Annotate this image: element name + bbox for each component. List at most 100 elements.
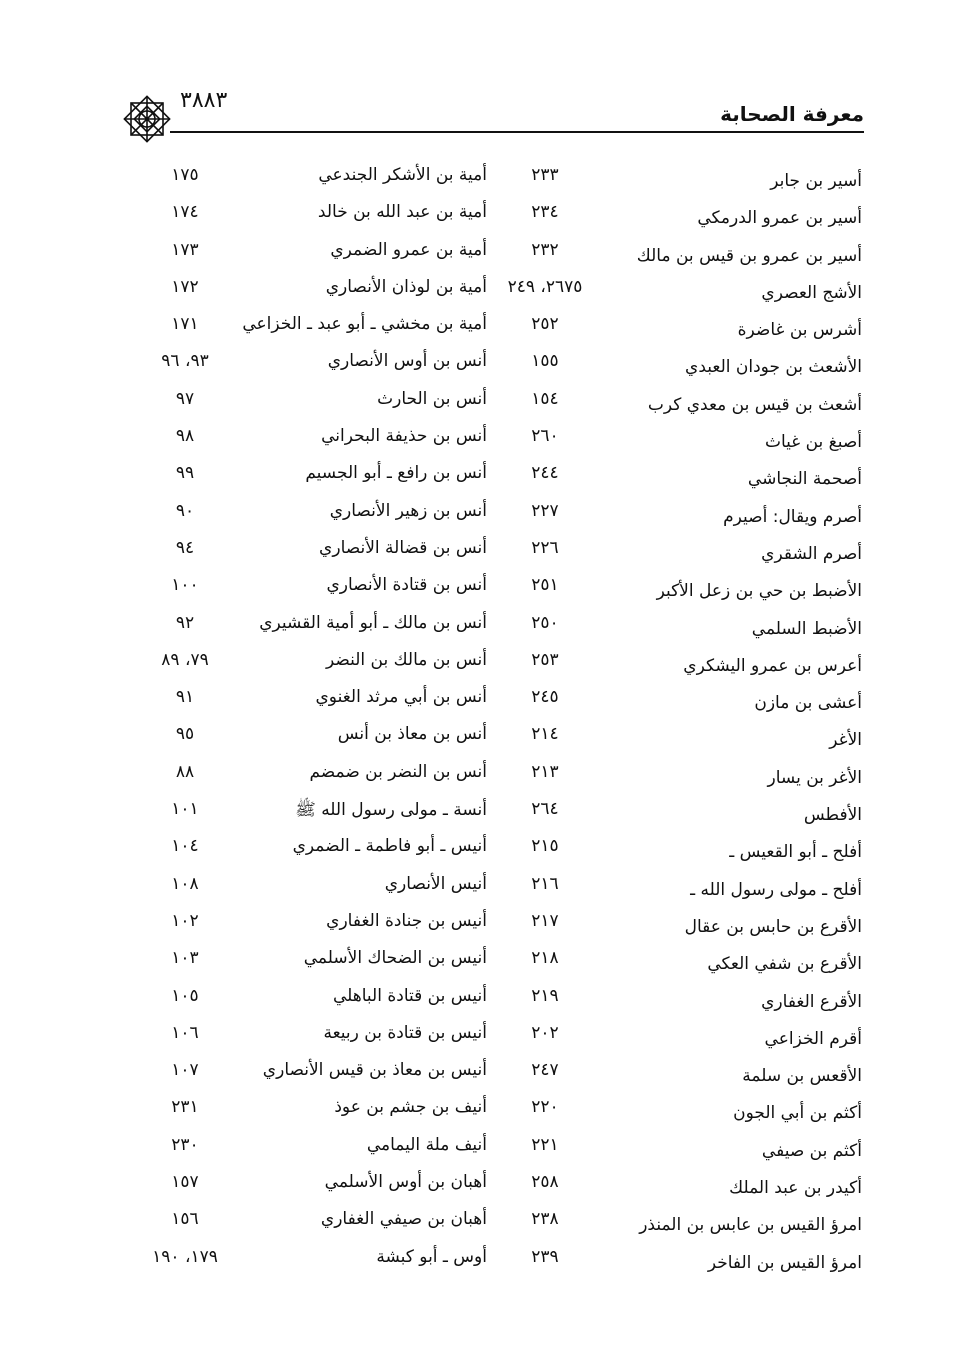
index-row: أعشى بن مازن ٢٤٥ أنس بن أبي مرثد الغنوي ٩١ [0, 687, 959, 724]
entry-name: أعشى بن مازن [754, 693, 862, 714]
entry-name: أنس بن النضر بن ضمضم [309, 761, 487, 782]
entry-page: ٧٩، ٨٩ [161, 649, 209, 670]
entry-page: ١٥٤ [531, 388, 559, 409]
index-row: أصرم ويقال: أصيرم ٢٢٧ أنس بن زهير الأنصاري… [0, 501, 959, 538]
index-row: أقرم الخزاعي ٢٠٢ أنيس بن قتادة بن ربيعة ١٠٦ [0, 1023, 959, 1060]
entry-name: أنس بن الحارث [377, 388, 487, 409]
entry-page: ٩٥ [175, 724, 195, 745]
entry-name: أقرم الخزاعي [764, 1028, 862, 1049]
entry-page: ٢٥٣ [531, 649, 559, 670]
entry-page: ١٥٥ [531, 351, 559, 372]
entry-name: أنسة ـ مولى رسول الله ﷺ [295, 800, 487, 821]
entry-page: ١٧٥ [171, 165, 199, 185]
index-row: الأفطس ٢٦٤ أنسة ـ مولى رسول الله ﷺ ١٠١ [0, 799, 959, 836]
index-row: الأغر ٢١٤ أنس بن معاذ بن أنس ٩٥ [0, 724, 959, 761]
entry-page: ١٠٧ [171, 1060, 199, 1081]
entry-name: الأقرع بن حابس بن عقال [684, 916, 862, 937]
entry-page: ٨٨ [175, 761, 195, 782]
index-row: الأغر بن يسار ٢١٣ أنس بن النضر بن ضمضم ٨٨ [0, 762, 959, 799]
entry-name: أنس بن أوس الأنصاري [327, 351, 487, 372]
entry-page: ٢١٥ [531, 836, 559, 857]
entry-page: ١٠٢ [171, 910, 199, 931]
index-row: الأقرع الغفاري ٢١٩ أنيس بن قتادة الباهلي ١٠… [0, 986, 959, 1023]
entry-page: ٢٢٠ [531, 1097, 559, 1118]
index-row: أصحمة النجاشي ٢٤٤ أنس بن رافع ـ أبو الجسيم… [0, 463, 959, 500]
entry-page: ٢٣٠ [171, 1134, 199, 1155]
index-row: الأشعث بن جودان العبدي ١٥٥ أنس بن أوس الأن… [0, 351, 959, 388]
entry-name: أمية بن مخشي ـ أبو عبد ـ الخزاعي [242, 314, 487, 335]
entry-page: ٢٤٥ [531, 687, 559, 708]
index-row: أصرم الشقري ٢٢٦ أنس بن قضالة الأنصاري ٩٤ [0, 538, 959, 575]
entry-page: ٢١٨ [531, 948, 559, 969]
entry-name: أهبان بن أوس الأسلمي [324, 1172, 487, 1193]
entry-page: ١٠٨ [171, 873, 199, 894]
index-row: أكيدر بن عبد الملك ٢٥٨ أهبان بن أوس الأسلم… [0, 1172, 959, 1209]
index-row: أكثم بن أبي الجون ٢٢٠ أنيف بن جشم بن عوذ ٢٣… [0, 1097, 959, 1134]
entry-page: ٩٢ [175, 612, 195, 633]
entry-name: أنس بن رافع ـ أبو الجسيم [305, 463, 487, 484]
entry-name: أنس بن قتادة الأنصاري [326, 575, 487, 596]
index-row: امرؤ القيس بن عابس بن المنذر ٢٣٨ أهبان بن … [0, 1209, 959, 1246]
entry-page: ٢٣١ [171, 1097, 199, 1118]
index-row: الأقرع بن شفي العكي ٢١٨ أنيس بن الضحاك الأ… [0, 948, 959, 985]
entry-name: أمية بن عمرو الضمري [330, 239, 487, 260]
index-row: أكثم بن صيفي ٢٢١ أنيف ملة اليمامي ٢٣٠ [0, 1135, 959, 1172]
entry-page: ٢٥٨ [531, 1172, 559, 1193]
entry-page: ٩٩ [175, 463, 195, 484]
index-row: الأقرع بن حابس بن عقال ٢١٧ أنيس بن جنادة ا… [0, 911, 959, 948]
entry-name: أنيف بن جشم بن عوذ [334, 1097, 487, 1118]
entry-name: أفلح ـ مولى رسول الله ـ [690, 879, 862, 900]
octagram-ornament-icon [123, 95, 171, 143]
entry-name: الأغر بن يسار [767, 767, 862, 788]
entry-page: ٢١٦ [531, 873, 559, 894]
entry-name: امرؤ القيس بن الفاخر [707, 1252, 862, 1273]
entry-page: ١٠٤ [171, 836, 199, 857]
entry-page: ١٥٧ [171, 1172, 199, 1193]
entry-name: الأقعس بن سلمة [742, 1066, 862, 1087]
entry-page: ١٠٥ [171, 985, 199, 1006]
entry-page: ٢٥٠ [531, 612, 559, 633]
entry-name: الأفطس [803, 805, 862, 826]
entry-page: ٢٢١ [531, 1134, 559, 1155]
entry-name: أشرس بن غاضرة [737, 320, 862, 341]
entry-name: أصرم ويقال: أصيرم [723, 506, 862, 527]
entry-page: ٢٢٦ [531, 537, 559, 558]
index-row: أفلح ـ أبو القعيس ـ ٢١٥ أنيس ـ أبو فاطمة ـ… [0, 836, 959, 873]
entry-name: أوس ـ أبو كبشة [376, 1246, 487, 1267]
book-title: معرفة الصحابة [720, 102, 864, 126]
entry-name: أفلح ـ أبو القعيس ـ [729, 842, 862, 863]
entry-name: أنيس ـ أبو فاطمة ـ الضمري [292, 836, 487, 857]
entry-page: ١٠١ [171, 799, 199, 820]
entry-name: أعرس بن عمرو اليشكري [683, 655, 862, 676]
entry-page: ٢١٩ [531, 985, 559, 1006]
entry-page: ٢٣٤ [531, 202, 559, 223]
entry-name: أكثم بن أبي الجون [733, 1103, 862, 1124]
index-row: أشرس بن غاضرة ٢٥٢ أمية بن مخشي ـ أبو عبد ـ… [0, 314, 959, 351]
entry-page: ٢٦٤ [531, 799, 559, 820]
entry-name: أمية بن الأشكر الجندعي [318, 165, 487, 185]
index-table: أسير بن جابر ٢٣٣ أمية بن الأشكر الجندعي ١٧٥… [0, 165, 959, 1284]
entry-page: ٩٧ [175, 388, 195, 409]
entry-page: ٢٣٣ [531, 165, 559, 185]
entry-page: ١٧٩، ١٩٠ [152, 1246, 218, 1267]
entry-name: أنس بن حذيفة البحراني [321, 426, 487, 447]
entry-page: ٢٣٩ [531, 1246, 559, 1267]
entry-name: أنيس بن قتادة بن ربيعة [323, 1022, 487, 1043]
entry-name: أنس بن مالك ـ أبو أمية القشيري [259, 612, 487, 633]
entry-name: أصرم الشقري [761, 543, 862, 564]
entry-page: ١٧٢ [171, 276, 199, 297]
header-rule [170, 131, 864, 133]
entry-name: أسير بن عمرو الدرمكي [697, 208, 862, 229]
entry-name: أنيس بن معاذ بن قيس الأنصاري [262, 1060, 487, 1081]
entry-page: ٩٣، ٩٦ [161, 351, 209, 372]
index-row: أصبغ بن غياث ٢٦٠ أنس بن حذيفة البحراني ٩٨ [0, 426, 959, 463]
entry-name: أصحمة النجاشي [747, 469, 862, 490]
entry-name: الأشج العصري [761, 282, 862, 303]
index-row: أفلح ـ مولى رسول الله ـ ٢١٦ أنيس الأنصاري ١… [0, 874, 959, 911]
entry-page: ١٧٤ [171, 202, 199, 223]
entry-page: ٢٤٧ [531, 1060, 559, 1081]
entry-name: أنس بن معاذ بن أنس [337, 724, 487, 745]
entry-name: أمية بن لوذان الأنصاري [325, 276, 487, 297]
entry-page: ٢٤٤ [531, 463, 559, 484]
entry-page: ٢٦٧٥، ٢٤٩ [507, 276, 583, 297]
